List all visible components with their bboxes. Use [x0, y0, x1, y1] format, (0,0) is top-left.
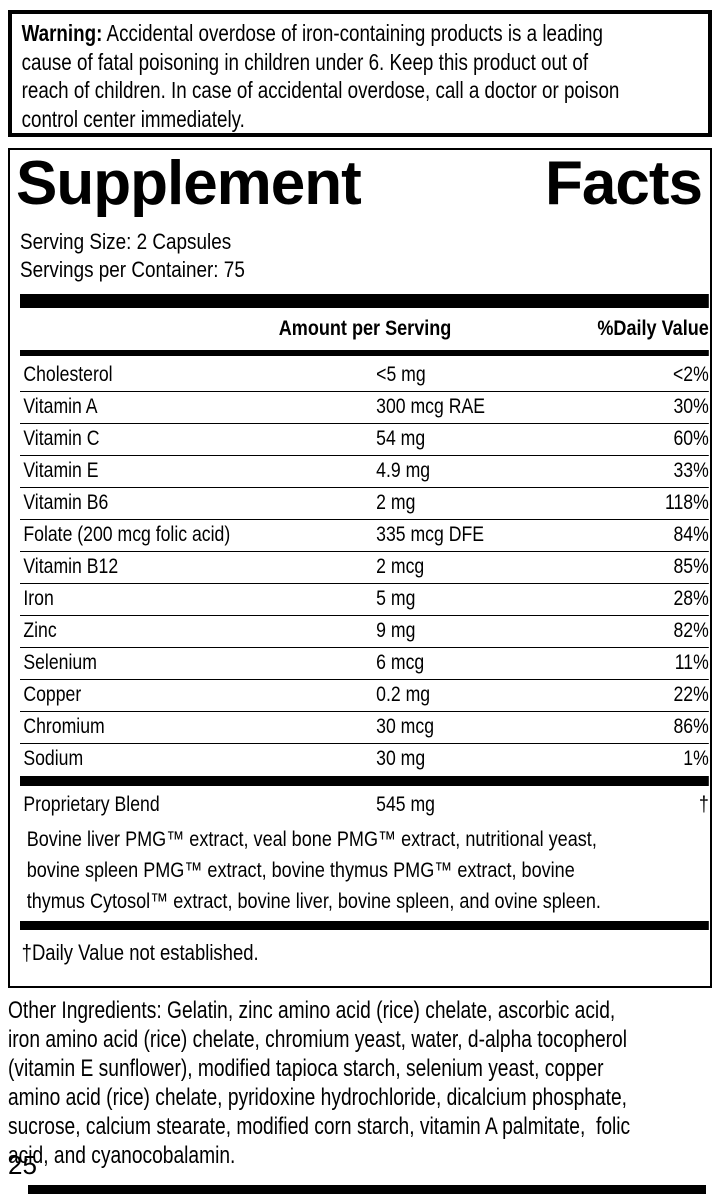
nutrient-daily-value: 22%	[673, 683, 709, 706]
nutrient-amount: 30 mcg	[376, 715, 435, 738]
table-row: Folate (200 mcg folic acid) 335 mcg DFE …	[20, 520, 709, 552]
warning-line: reach of children. In case of accidental…	[21, 77, 620, 103]
table-row: Cholesterol <5 mg <2%	[20, 360, 709, 392]
column-header-row: Amount per Serving %Daily Value	[20, 310, 709, 344]
blend-description-line: Bovine liver PMG™ extract, veal bone PMG…	[26, 827, 597, 851]
nutrient-daily-value: 84%	[673, 523, 709, 546]
other-ingredients: Other Ingredients: Gelatin, zinc amino a…	[8, 996, 716, 1170]
warning-label: Warning:	[21, 20, 103, 46]
nutrient-name: Vitamin C	[23, 427, 100, 450]
nutrient-amount: 300 mcg RAE	[376, 395, 485, 418]
nutrient-table: Cholesterol <5 mg <2% Vitamin A 300 mcg …	[20, 360, 709, 776]
table-row: Zinc 9 mg 82%	[20, 616, 709, 648]
nutrient-name: Zinc	[23, 619, 57, 642]
title-word-facts: Facts	[545, 149, 703, 218]
warning-line: control center immediately.	[21, 105, 245, 132]
nutrient-daily-value: 1%	[683, 747, 709, 770]
title-word-supplement: Supplement	[16, 149, 362, 218]
nutrient-name: Selenium	[23, 651, 97, 674]
table-row: Sodium 30 mg 1%	[20, 744, 709, 776]
supplement-facts-title: Supplement Facts	[16, 149, 703, 218]
nutrient-name: Iron	[23, 587, 54, 610]
serving-info: Serving Size: 2 Capsules Servings per Co…	[20, 228, 709, 284]
nutrient-name: Chromium	[23, 715, 105, 738]
table-row: Vitamin A 300 mcg RAE 30%	[20, 392, 709, 424]
blend-description-line: thymus Cytosol™ extract, bovine liver, b…	[26, 889, 601, 913]
nutrient-name: Copper	[23, 683, 82, 706]
nutrient-amount: 4.9 mg	[376, 459, 431, 482]
nutrient-name: Folate (200 mcg folic acid)	[23, 523, 231, 546]
table-row: Vitamin B12 2 mcg 85%	[20, 552, 709, 584]
nutrient-daily-value: 30%	[673, 395, 709, 418]
other-ingredients-line: acid, and cyanocobalamin.	[8, 1142, 236, 1169]
nutrient-amount: <5 mg	[376, 363, 426, 386]
other-ingredients-line: iron amino acid (rice) chelate, chromium…	[8, 1026, 627, 1053]
warning-line: cause of fatal poisoning in children und…	[21, 48, 589, 75]
other-ingredients-line: Other Ingredients: Gelatin, zinc amino a…	[8, 997, 616, 1024]
thick-rule-top	[20, 294, 709, 308]
proprietary-blend-row: Proprietary Blend 545 mg †	[20, 788, 709, 822]
nutrient-daily-value: 28%	[673, 587, 709, 610]
nutrient-name: Vitamin B6	[23, 491, 109, 514]
nutrient-name: Sodium	[23, 747, 84, 770]
warning-box: Warning: Accidental overdose of iron-con…	[8, 10, 712, 137]
proprietary-blend-amount: 545 mg	[376, 793, 435, 816]
warning-text: Warning: Accidental overdose of iron-con…	[12, 14, 708, 133]
nutrient-amount: 30 mg	[376, 747, 426, 770]
column-header-amount: Amount per Serving	[278, 316, 452, 340]
blend-description-line: bovine spleen PMG™ extract, bovine thymu…	[26, 858, 575, 882]
nutrient-daily-value: 33%	[673, 459, 709, 482]
nutrient-name: Vitamin A	[23, 395, 98, 418]
bottom-rule	[28, 1185, 706, 1194]
supplement-facts-panel: Supplement Facts Serving Size: 2 Capsule…	[8, 148, 712, 988]
warning-line: Warning: Accidental overdose of iron-con…	[21, 19, 708, 48]
other-ingredients-line: sucrose, calcium stearate, modified corn…	[8, 1113, 631, 1140]
thick-rule-bottom	[20, 921, 709, 930]
serving-size: Serving Size: 2 Capsules	[20, 229, 232, 254]
nutrient-amount: 2 mg	[376, 491, 416, 514]
panel-content: Serving Size: 2 Capsules Servings per Co…	[20, 228, 709, 968]
nutrient-name: Vitamin E	[23, 459, 99, 482]
nutrient-daily-value: 118%	[664, 491, 709, 514]
proprietary-blend-dv: †	[698, 793, 709, 816]
nutrient-daily-value: 86%	[673, 715, 709, 738]
servings-per-container: Servings per Container: 75	[20, 257, 245, 282]
warning-line-text: Accidental overdose of iron-containing p…	[102, 20, 603, 46]
nutrient-amount: 0.2 mg	[376, 683, 431, 706]
table-row: Vitamin B6 2 mg 118%	[20, 488, 709, 520]
table-row: Copper 0.2 mg 22%	[20, 680, 709, 712]
table-row: Selenium 6 mcg 11%	[20, 648, 709, 680]
nutrient-amount: 6 mcg	[376, 651, 425, 674]
nutrient-amount: 335 mcg DFE	[376, 523, 485, 546]
nutrient-daily-value: 82%	[673, 619, 709, 642]
proprietary-blend-name: Proprietary Blend	[23, 793, 160, 816]
nutrient-daily-value: 85%	[673, 555, 709, 578]
nutrient-amount: 5 mg	[376, 587, 416, 610]
thick-rule-mid	[20, 776, 709, 786]
nutrient-amount: 2 mcg	[376, 555, 425, 578]
table-row: Iron 5 mg 28%	[20, 584, 709, 616]
column-header-daily-value: %Daily Value	[597, 316, 709, 340]
nutrient-daily-value: 11%	[674, 651, 709, 674]
nutrient-amount: 9 mg	[376, 619, 416, 642]
nutrient-daily-value: 60%	[673, 427, 709, 450]
other-ingredients-line: (vitamin E sunflower), modified tapioca …	[8, 1055, 604, 1082]
daily-value-footnote: †Daily Value not established.	[21, 940, 259, 965]
table-row: Chromium 30 mcg 86%	[20, 712, 709, 744]
proprietary-blend-description: Bovine liver PMG™ extract, veal bone PMG…	[20, 824, 709, 917]
nutrient-daily-value: <2%	[672, 363, 709, 386]
other-ingredients-line: amino acid (rice) chelate, pyridoxine hy…	[8, 1084, 627, 1111]
nutrient-name: Vitamin B12	[23, 555, 119, 578]
nutrient-amount: 54 mg	[376, 427, 426, 450]
nutrient-name: Cholesterol	[23, 363, 113, 386]
medium-rule	[20, 350, 709, 356]
table-row: Vitamin C 54 mg 60%	[20, 424, 709, 456]
page-number: 25	[8, 1150, 37, 1180]
table-row: Vitamin E 4.9 mg 33%	[20, 456, 709, 488]
